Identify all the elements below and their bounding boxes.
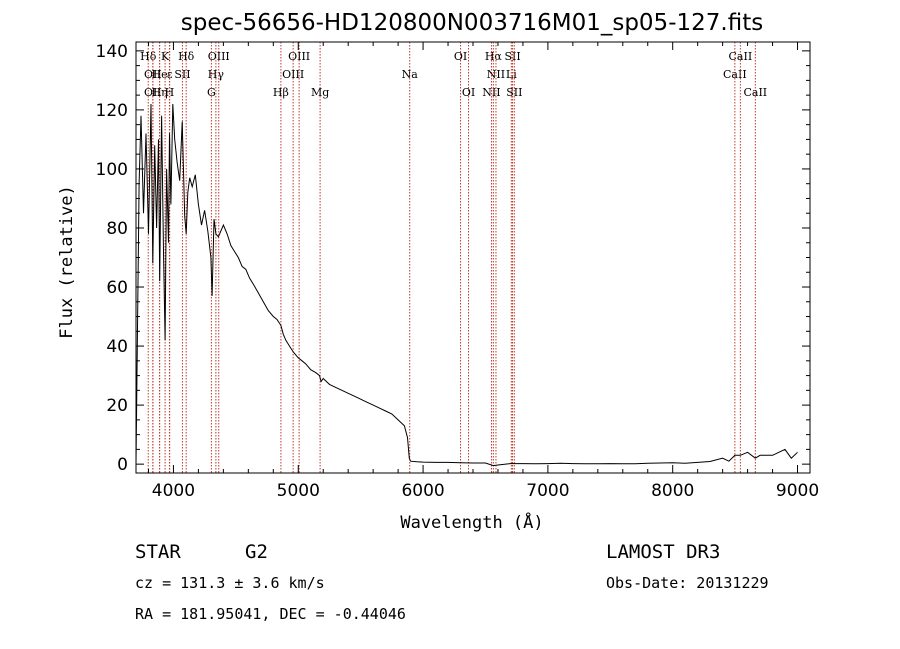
x-tick-label: 8000: [651, 481, 694, 501]
line-marker-label-20: NII: [482, 86, 500, 99]
line-marker-label-19: OI: [462, 86, 475, 99]
line-marker-label-28: CaII: [743, 86, 767, 99]
line-marker-label-22: NII: [487, 68, 505, 81]
line-marker-label-7: ε: [167, 68, 173, 81]
x-tick-label: 4000: [152, 481, 195, 501]
plot-axes: [135, 41, 811, 474]
line-marker-label-9: Hδ: [178, 50, 195, 63]
x-tick-label: 7000: [526, 481, 569, 501]
y-tick-label: 120: [96, 101, 128, 121]
y-axis-label: Flux (relative): [57, 185, 77, 339]
plot-frame: [135, 41, 811, 474]
chart-title: spec-56656-HD120800N003716M01_sp05-127.f…: [181, 10, 763, 36]
y-tick-label: 60: [106, 278, 128, 298]
survey-name: LAMOST DR3: [606, 541, 720, 563]
redshift-cz: cz = 131.3 ± 3.6 km/s: [135, 574, 325, 592]
object-subclass: G2: [245, 541, 268, 563]
line-marker-label-12: OIII: [208, 50, 230, 63]
object-class: STAR: [135, 541, 181, 563]
line-marker-label-27: CaII: [729, 50, 753, 63]
x-tick-label: 9000: [776, 481, 819, 501]
line-marker-label-24: SII: [504, 50, 520, 63]
spectrum-series: [135, 103, 798, 467]
y-tick-label: 0: [117, 455, 128, 475]
y-tick-label: 140: [96, 42, 128, 62]
axis-ticks: 4000 5000 6000 7000 8000 9000 0 20 40 60 80 100 120 1…: [96, 42, 820, 501]
line-marker-label-25: SII: [506, 86, 522, 99]
line-marker-label-11: Hγ: [208, 68, 225, 81]
line-marker-label-14: OIII: [282, 68, 304, 81]
line-marker-label-3: Hη: [151, 86, 167, 99]
line-marker-label-4: He: [152, 68, 168, 81]
y-tick-label: 40: [106, 337, 128, 357]
line-marker-label-23: Li: [506, 68, 517, 81]
y-tick-label: 100: [96, 160, 128, 180]
line-marker-label-10: G: [207, 86, 216, 99]
x-axis-label: Wavelength (Å): [400, 511, 543, 533]
line-marker-label-18: OI: [454, 50, 467, 63]
line-marker-label-5: K: [161, 50, 170, 63]
obs-date: Obs-Date: 20131229: [606, 574, 769, 592]
line-marker-label-8: SII: [174, 68, 190, 81]
line-marker-label-26: CaII: [723, 68, 747, 81]
x-tick-label: 5000: [277, 481, 320, 501]
line-marker-label-21: Hα: [485, 50, 503, 63]
y-tick-label: 80: [106, 219, 128, 239]
line-marker-label-0: Hδ: [140, 50, 157, 63]
line-marker-label-15: OIII: [288, 50, 310, 63]
line-marker-label-6: H: [165, 86, 175, 99]
y-tick-label: 20: [106, 396, 128, 416]
spectrum-line: [135, 103, 798, 467]
line-marker-label-13: Hβ: [273, 86, 289, 99]
line-marker-label-17: Na: [402, 68, 419, 81]
line-marker-label-16: Mg: [311, 86, 329, 99]
line-marker-label-1: OII: [144, 68, 162, 81]
x-tick-label: 6000: [401, 481, 444, 501]
line-marker-label-2: OII: [144, 86, 162, 99]
coordinates: RA = 181.95041, DEC = -0.44046: [135, 605, 406, 623]
